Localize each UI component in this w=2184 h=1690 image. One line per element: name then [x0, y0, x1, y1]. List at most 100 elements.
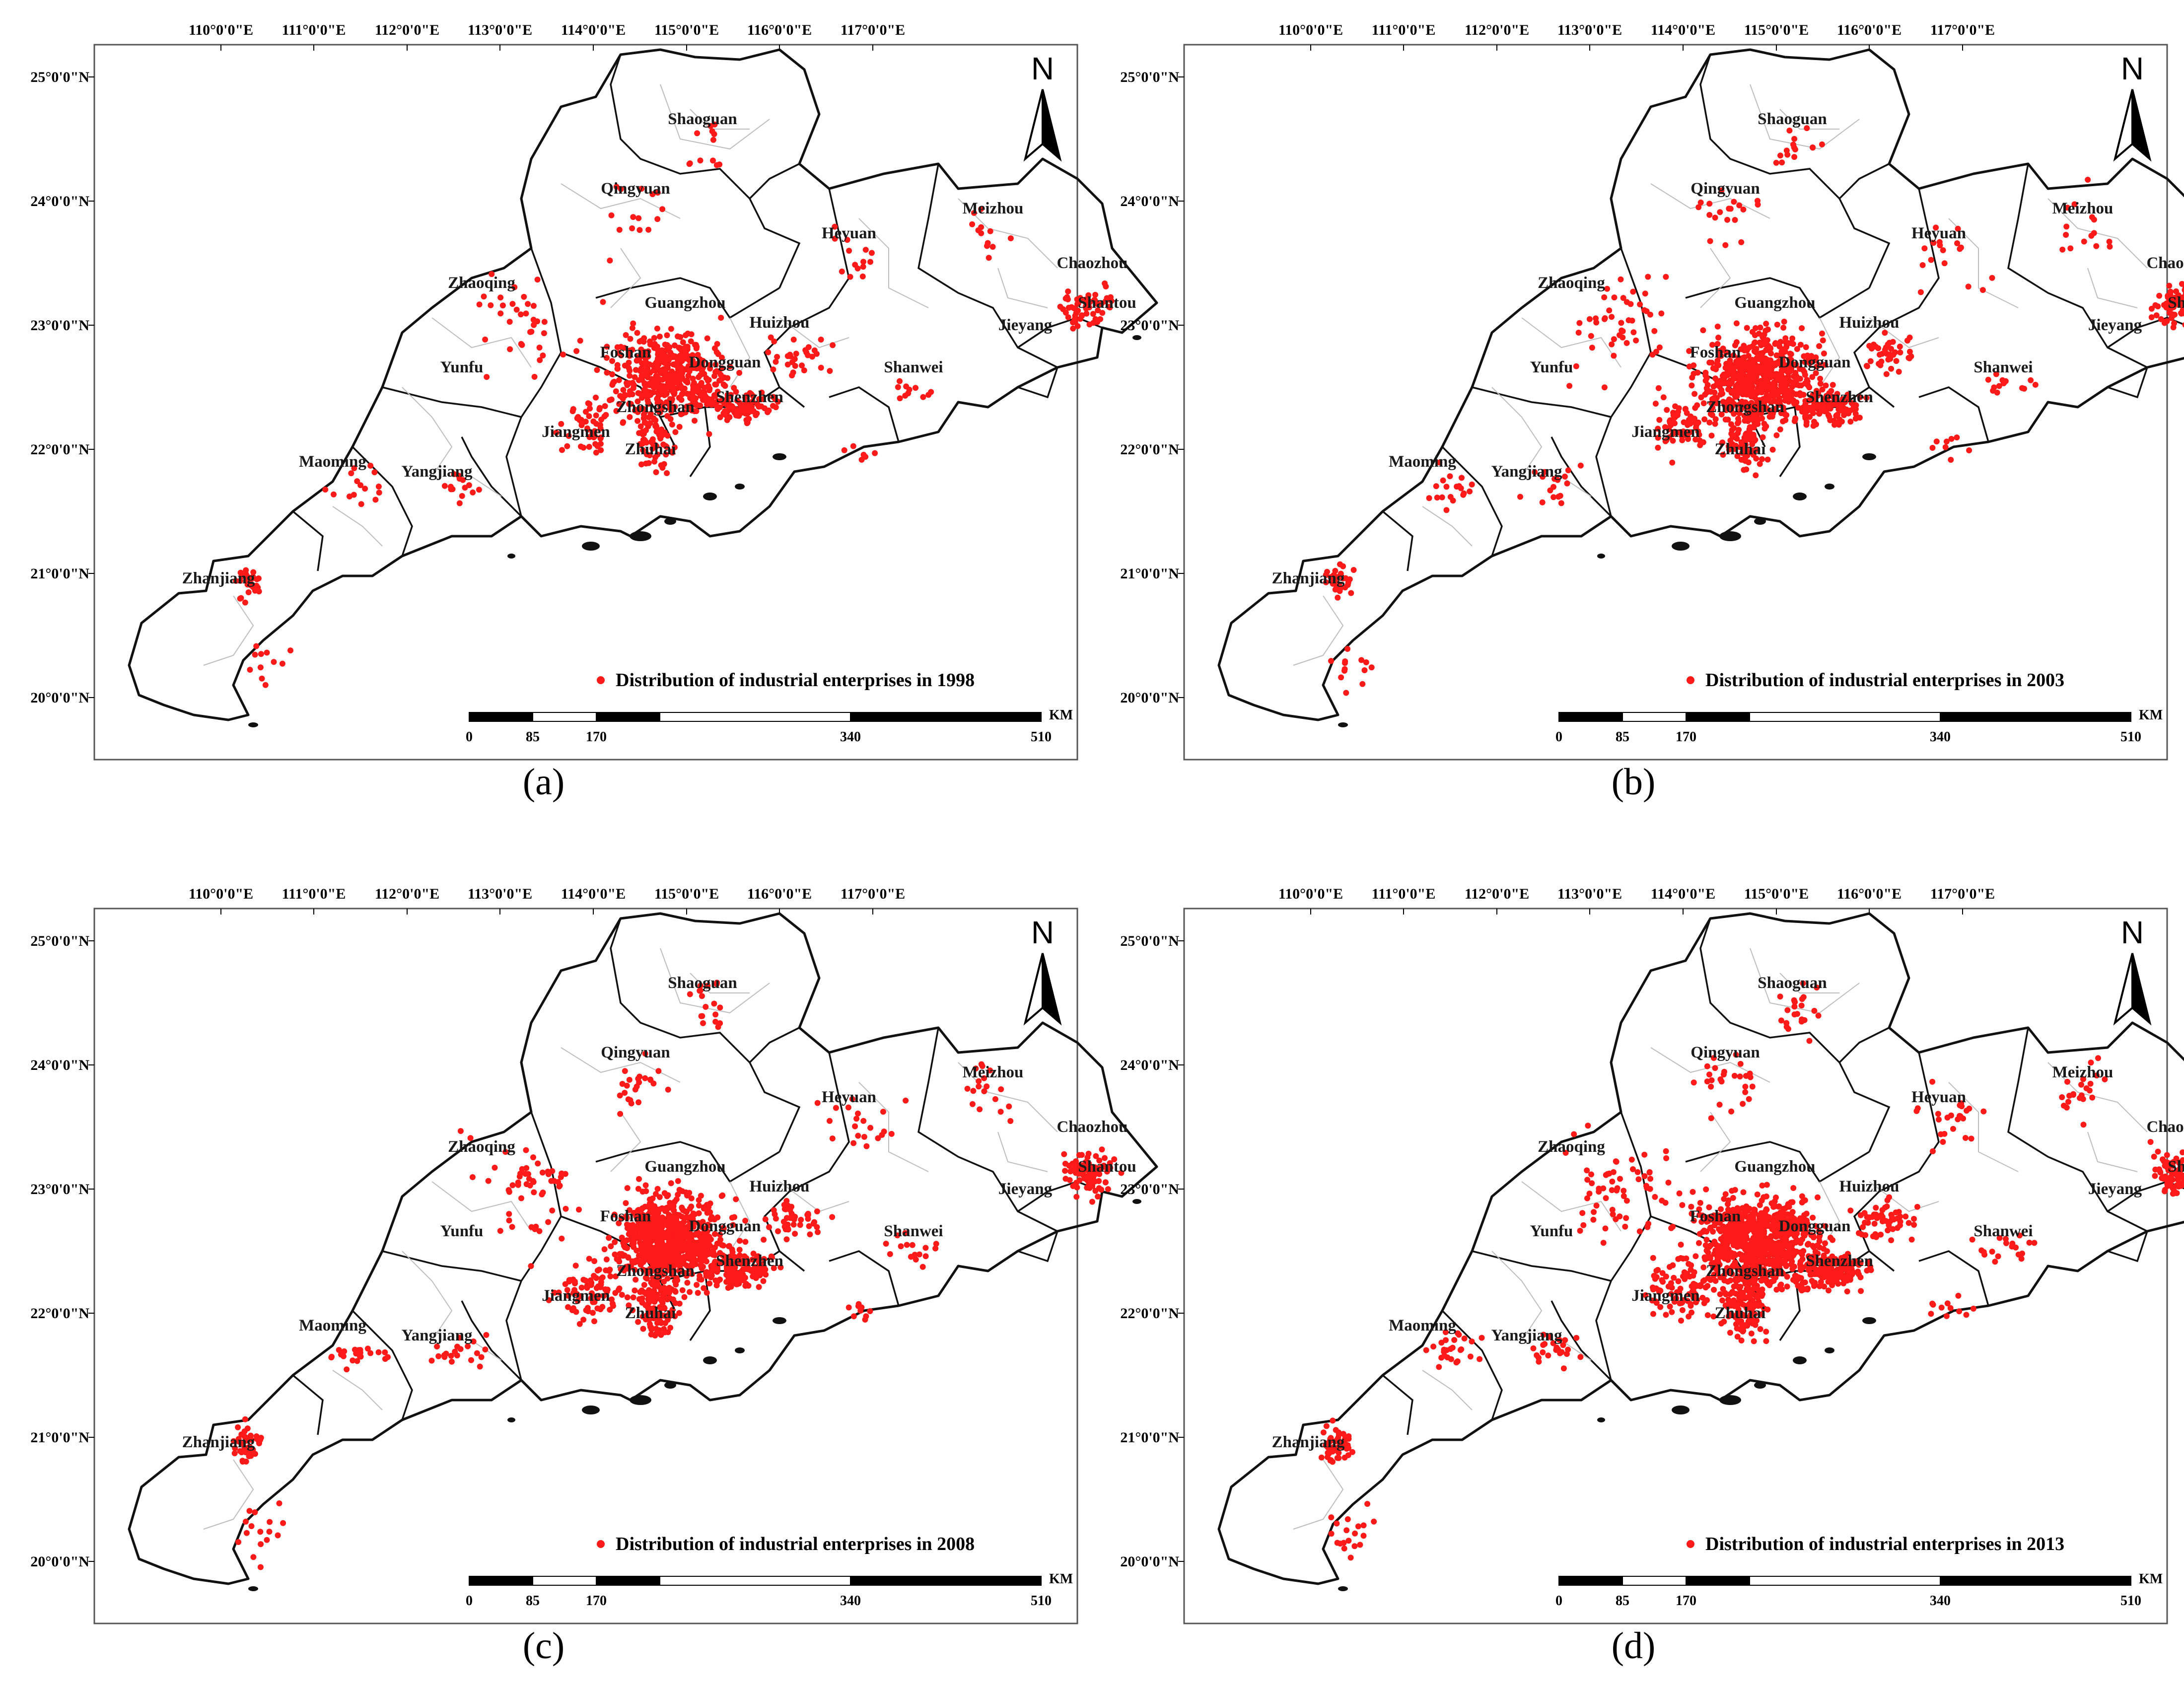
- latitude-tick-label: 22°0'0"N: [1120, 441, 1179, 458]
- enterprise-point: [704, 1289, 710, 1296]
- enterprise-point: [1775, 1203, 1782, 1210]
- enterprise-point: [717, 1004, 723, 1011]
- latitude-tick-label: 24°0'0"N: [30, 1057, 89, 1073]
- enterprise-point: [1064, 296, 1071, 302]
- scale-bar-label: 340: [1930, 729, 1951, 745]
- enterprise-point: [1725, 369, 1732, 376]
- enterprise-point: [1343, 690, 1349, 696]
- enterprise-point: [497, 1228, 503, 1234]
- enterprise-point: [1738, 406, 1744, 413]
- enterprise-point: [1342, 575, 1349, 581]
- enterprise-point: [653, 360, 659, 366]
- enterprise-point: [668, 1286, 675, 1292]
- enterprise-point: [1620, 295, 1626, 301]
- enterprise-point: [987, 228, 993, 234]
- city-label-zhongshan: Zhongshan: [616, 398, 695, 416]
- city-label-zhuhai: Zhuhai: [625, 1304, 676, 1322]
- enterprise-point: [883, 1241, 889, 1247]
- enterprise-point: [485, 1178, 492, 1184]
- enterprise-point: [629, 325, 635, 331]
- enterprise-point: [903, 383, 910, 390]
- enterprise-point: [2081, 238, 2087, 245]
- enterprise-point: [754, 1254, 760, 1261]
- enterprise-point: [1769, 446, 1776, 453]
- enterprise-point: [2002, 378, 2009, 384]
- enterprise-point: [237, 595, 243, 602]
- enterprise-point: [642, 1251, 648, 1258]
- enterprise-point: [2165, 294, 2171, 300]
- enterprise-point: [639, 395, 645, 401]
- enterprise-point: [656, 367, 662, 373]
- enterprise-point: [645, 423, 651, 429]
- enterprise-point: [348, 470, 354, 477]
- scale-bar-segment: [596, 712, 660, 722]
- enterprise-point: [1637, 301, 1643, 308]
- enterprise-point: [1985, 376, 1991, 383]
- enterprise-point: [517, 1170, 524, 1177]
- enterprise-point: [1692, 436, 1699, 443]
- enterprise-point: [1793, 381, 1800, 388]
- enterprise-point: [1744, 1323, 1751, 1329]
- enterprise-point: [1745, 416, 1751, 422]
- enterprise-point: [698, 1013, 705, 1019]
- enterprise-point: [1743, 404, 1749, 411]
- enterprise-point: [718, 315, 724, 321]
- enterprise-point: [663, 451, 669, 458]
- enterprise-point: [1813, 370, 1819, 376]
- enterprise-point: [532, 1226, 538, 1232]
- enterprise-point: [718, 376, 725, 382]
- enterprise-point: [1703, 385, 1710, 392]
- enterprise-point: [1759, 1182, 1765, 1189]
- enterprise-point: [641, 419, 648, 425]
- enterprise-point: [1716, 1249, 1722, 1256]
- enterprise-point: [1763, 1206, 1770, 1213]
- enterprise-point: [456, 500, 463, 506]
- enterprise-point: [1948, 457, 1954, 463]
- city-label-shantou: Shantou: [1078, 1158, 1136, 1176]
- enterprise-point: [1802, 372, 1808, 378]
- enterprise-point: [1609, 314, 1615, 320]
- enterprise-point: [684, 346, 691, 352]
- enterprise-point: [711, 1000, 717, 1007]
- enterprise-point: [1653, 349, 1659, 355]
- enterprise-point: [1781, 318, 1787, 325]
- enterprise-point: [632, 407, 638, 414]
- enterprise-point: [679, 1248, 686, 1254]
- enterprise-point: [650, 1263, 657, 1269]
- enterprise-point: [627, 336, 634, 342]
- longitude-tick-label: 112°0'0"E: [1465, 886, 1529, 902]
- enterprise-point: [719, 365, 725, 371]
- enterprise-point: [660, 1215, 667, 1222]
- enterprise-point: [735, 413, 741, 419]
- enterprise-point: [1830, 1237, 1835, 1243]
- enterprise-point: [1948, 436, 1955, 442]
- enterprise-point: [654, 1186, 661, 1192]
- enterprise-point: [655, 1252, 661, 1258]
- enterprise-point: [1826, 1287, 1832, 1294]
- enterprise-point: [710, 137, 716, 143]
- enterprise-point: [1778, 367, 1785, 374]
- province-outline: [1219, 50, 2184, 727]
- enterprise-point: [1834, 391, 1840, 397]
- enterprise-point: [762, 1216, 769, 1222]
- enterprise-point: [1752, 437, 1759, 443]
- enterprise-point: [673, 1222, 680, 1229]
- enterprise-point: [616, 401, 623, 407]
- enterprise-point: [535, 1160, 541, 1167]
- enterprise-point: [622, 392, 628, 398]
- enterprise-point: [829, 1135, 836, 1142]
- enterprise-point: [1338, 674, 1344, 681]
- enterprise-point: [1770, 1203, 1777, 1210]
- enterprise-point: [867, 1125, 874, 1131]
- enterprise-point: [668, 381, 674, 387]
- enterprise-point: [1715, 335, 1722, 341]
- enterprise-point: [1718, 187, 1725, 194]
- enterprise-point: [704, 335, 710, 342]
- enterprise-point: [649, 191, 656, 198]
- enterprise-point: [1810, 144, 1816, 150]
- enterprise-point: [1726, 396, 1732, 403]
- longitude-tick-label: 115°0'0"E: [654, 22, 719, 38]
- scale-bar-unit: KM: [2139, 707, 2163, 723]
